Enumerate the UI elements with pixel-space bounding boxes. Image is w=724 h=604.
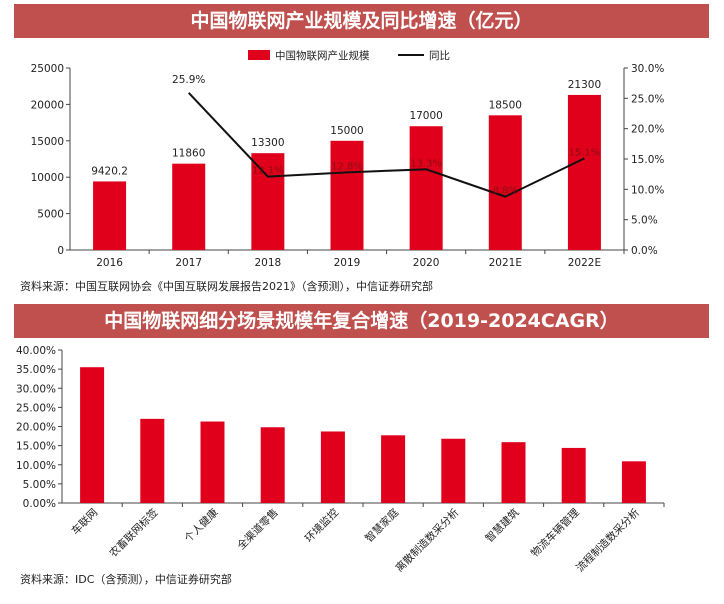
chart2-bar bbox=[561, 447, 586, 503]
left-tick-label: 0 bbox=[57, 245, 64, 257]
chart2-category-label: 个人健康 bbox=[182, 506, 221, 545]
bar bbox=[251, 153, 285, 250]
right-tick-label: 10.0% bbox=[631, 184, 664, 196]
x-tick-label: 2019 bbox=[334, 257, 361, 269]
line-value-label: 12.1% bbox=[252, 166, 284, 177]
right-tick-label: 20.0% bbox=[631, 124, 664, 136]
chart2-bar bbox=[140, 418, 165, 503]
bar bbox=[488, 115, 522, 250]
chart2-category-label: 车联网 bbox=[69, 506, 100, 537]
chart2-category-label: 智慧建筑 bbox=[483, 506, 522, 545]
chart2-tick-label: 35.00% bbox=[16, 364, 56, 376]
legend-line-label: 同比 bbox=[429, 49, 450, 62]
chart2-title: 中国物联网细分场景规模年复合增速（2019-2024CAGR） bbox=[14, 304, 709, 338]
x-tick-label: 2022E bbox=[568, 257, 601, 269]
chart2-bar bbox=[260, 427, 285, 503]
x-tick-label: 2016 bbox=[96, 257, 123, 269]
bar-value-label: 21300 bbox=[568, 79, 601, 91]
left-tick-label: 5000 bbox=[37, 209, 64, 221]
right-tick-label: 15.0% bbox=[631, 154, 664, 166]
chart2-tick-label: 5.00% bbox=[23, 479, 56, 491]
bar bbox=[330, 140, 364, 250]
chart2-tick-label: 25.00% bbox=[16, 402, 56, 414]
left-tick-label: 15000 bbox=[31, 136, 64, 148]
x-tick-label: 2018 bbox=[254, 257, 281, 269]
line-value-label: 13.3% bbox=[410, 158, 442, 169]
chart2-tick-label: 15.00% bbox=[16, 441, 56, 453]
line-value-label: 8.8% bbox=[493, 186, 518, 197]
bar-value-label: 17000 bbox=[409, 110, 442, 122]
chart2-bar bbox=[501, 442, 526, 503]
bar-value-label: 9420.2 bbox=[91, 165, 128, 177]
right-tick-label: 25.0% bbox=[631, 93, 664, 105]
chart2-tick-label: 30.00% bbox=[16, 383, 56, 395]
chart2-category-label: 农畜联网标签 bbox=[107, 506, 161, 560]
bar bbox=[93, 181, 127, 250]
chart2-category-label: 全渠道零售 bbox=[235, 506, 281, 552]
x-tick-label: 2020 bbox=[413, 257, 440, 269]
chart1-title: 中国物联网产业规模及同比增速（亿元） bbox=[14, 4, 709, 38]
bar-value-label: 13300 bbox=[251, 137, 284, 149]
bar bbox=[172, 163, 206, 250]
legend-bar-swatch bbox=[248, 50, 270, 60]
chart2-category-label: 流程制造数采分析 bbox=[573, 506, 642, 575]
line-value-label: 12.8% bbox=[331, 161, 363, 172]
bar bbox=[409, 126, 443, 250]
left-tick-label: 25000 bbox=[31, 63, 64, 75]
bar-value-label: 15000 bbox=[330, 125, 363, 137]
x-tick-label: 2017 bbox=[175, 257, 202, 269]
x-tick-label: 2021E bbox=[489, 257, 522, 269]
chart2-category-label: 离散制造数采分析 bbox=[393, 506, 462, 575]
bar-value-label: 18500 bbox=[489, 99, 522, 111]
chart2-bar bbox=[320, 431, 345, 503]
growth-line bbox=[187, 92, 585, 198]
chart2-category-label: 物流车辆管理 bbox=[528, 506, 582, 560]
right-tick-label: 30.0% bbox=[631, 63, 664, 75]
chart2-source: 资料来源：IDC（含预测），中信证券研究部 bbox=[20, 573, 232, 586]
chart2-bar bbox=[200, 421, 225, 503]
chart2-category-label: 智慧家庭 bbox=[362, 506, 401, 545]
chart2-bar bbox=[441, 438, 466, 503]
chart2-bar bbox=[621, 461, 646, 503]
chart2-category-label: 环境监控 bbox=[302, 506, 341, 545]
chart2-tick-label: 40.00% bbox=[16, 345, 56, 357]
bar bbox=[567, 94, 601, 250]
chart1-source: 资料来源：中国互联网协会《中国互联网发展报告2021》（含预测），中信证券研究部 bbox=[20, 280, 433, 293]
line-value-label: 25.9% bbox=[172, 74, 205, 86]
right-tick-label: 0.0% bbox=[631, 245, 658, 257]
left-tick-label: 10000 bbox=[31, 172, 64, 184]
chart2-bar bbox=[80, 367, 105, 503]
legend-bar-label: 中国物联网产业规模 bbox=[275, 49, 370, 62]
chart2-tick-label: 10.00% bbox=[16, 460, 56, 472]
right-tick-label: 5.0% bbox=[631, 215, 658, 227]
chart2-tick-label: 0.00% bbox=[23, 498, 56, 510]
chart2-tick-label: 20.00% bbox=[16, 422, 56, 434]
bar-value-label: 11860 bbox=[172, 148, 205, 160]
left-tick-label: 20000 bbox=[31, 99, 64, 111]
line-value-label: 15.1% bbox=[569, 147, 601, 158]
chart2-bar bbox=[381, 435, 406, 503]
